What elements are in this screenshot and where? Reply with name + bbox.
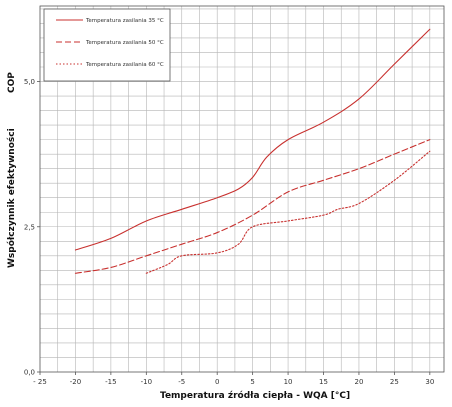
- legend-entry-50c-label: Temperatura zasilania 50 °C: [85, 40, 164, 46]
- legend-entry-35c-label: Temperatura zasilania 35 °C: [85, 18, 164, 24]
- x-axis-title: Temperatura źródła ciepła - WQA [°C]: [160, 390, 350, 401]
- series-line-60c: [145, 150, 431, 274]
- y-tick-label: 2,5: [24, 223, 35, 231]
- x-tick-label: 15: [319, 378, 328, 386]
- plot-border: [39, 5, 445, 373]
- x-tick-label: -20: [70, 378, 81, 386]
- y-axis-title: Współczynnik efektywności: [6, 128, 17, 268]
- series-line-35c: [74, 28, 431, 251]
- x-tick-label: 30: [425, 378, 434, 386]
- axes: - 25 -20 -15 -10 -5 0 5 10 15 20 25 30 0,0 2,5 5,0: [24, 78, 434, 386]
- x-tick-label: 20: [354, 378, 363, 386]
- x-tick-label: 0: [215, 378, 219, 386]
- x-tick-label: 25: [390, 378, 399, 386]
- x-tick-label: 5: [250, 378, 254, 386]
- series-line-50c: [74, 139, 431, 274]
- y-tick-label: 5,0: [24, 78, 35, 86]
- x-tick-label: -5: [178, 378, 185, 386]
- x-tick-label: -15: [105, 378, 116, 386]
- x-tick-label: 10: [284, 378, 293, 386]
- y-axis-subtitle: COP: [7, 72, 17, 93]
- x-tick-label: -10: [141, 378, 152, 386]
- legend-entry-60c-label: Temperatura zasilania 60 °C: [85, 62, 164, 68]
- x-tick-label: - 25: [33, 378, 47, 386]
- legend: Temperatura zasilania 35 °C Temperatura z…: [43, 8, 171, 82]
- series-lines: [74, 28, 431, 274]
- legend-box: [43, 8, 171, 82]
- y-tick-label: 0,0: [24, 369, 35, 377]
